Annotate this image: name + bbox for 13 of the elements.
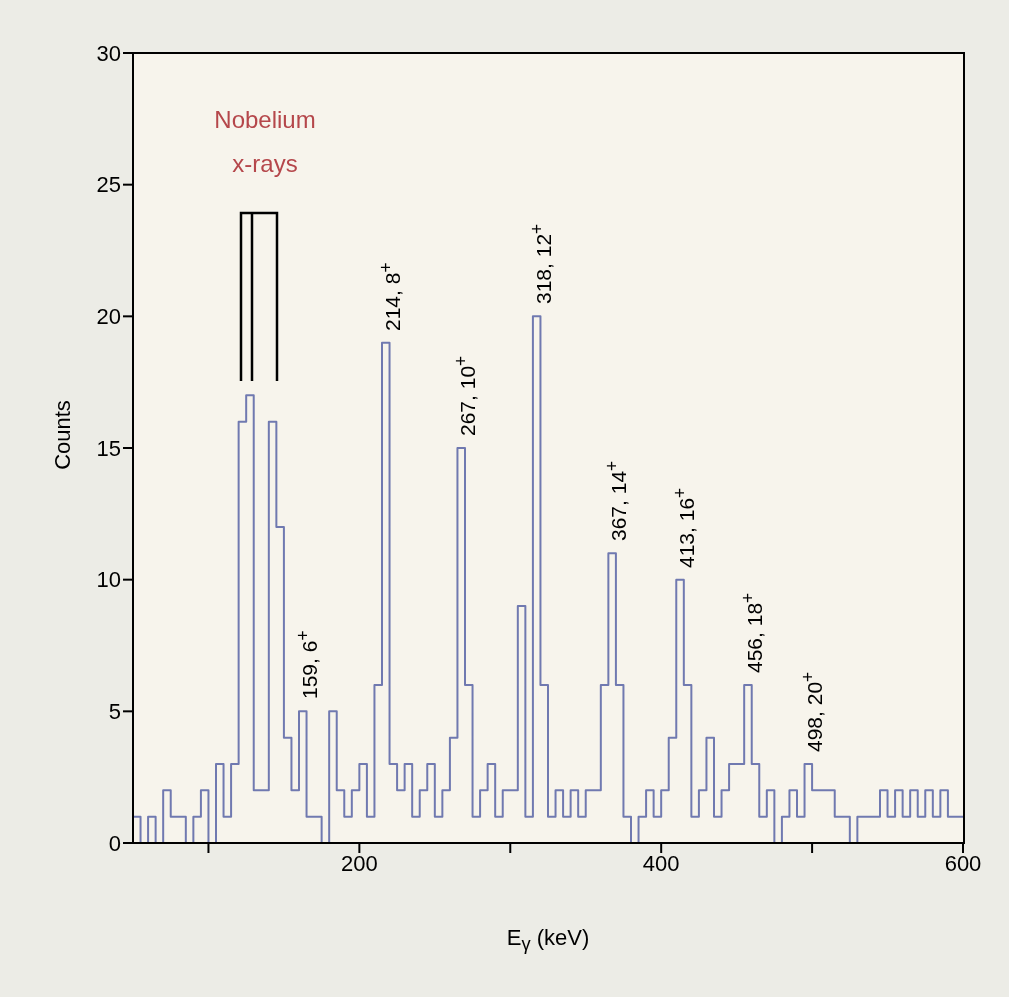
y-tick-label: 15 <box>96 435 121 461</box>
y-tick-label: 20 <box>96 304 121 330</box>
y-tick-label: 25 <box>96 172 121 198</box>
y-tick-label: 10 <box>96 567 121 593</box>
x-tick-label: 200 <box>341 850 378 876</box>
y-tick-label: 30 <box>96 40 121 66</box>
x-tick-label: 400 <box>642 850 680 876</box>
y-tick-label: 0 <box>108 830 121 856</box>
annotation: Nobelium x-rays <box>214 105 316 179</box>
x-tick-label: 600 <box>944 850 982 876</box>
y-tick-label: 5 <box>108 699 121 725</box>
y-axis-title: Counts <box>50 400 76 470</box>
x-axis-title: E$_{γ}$ (keV) <box>506 925 590 956</box>
